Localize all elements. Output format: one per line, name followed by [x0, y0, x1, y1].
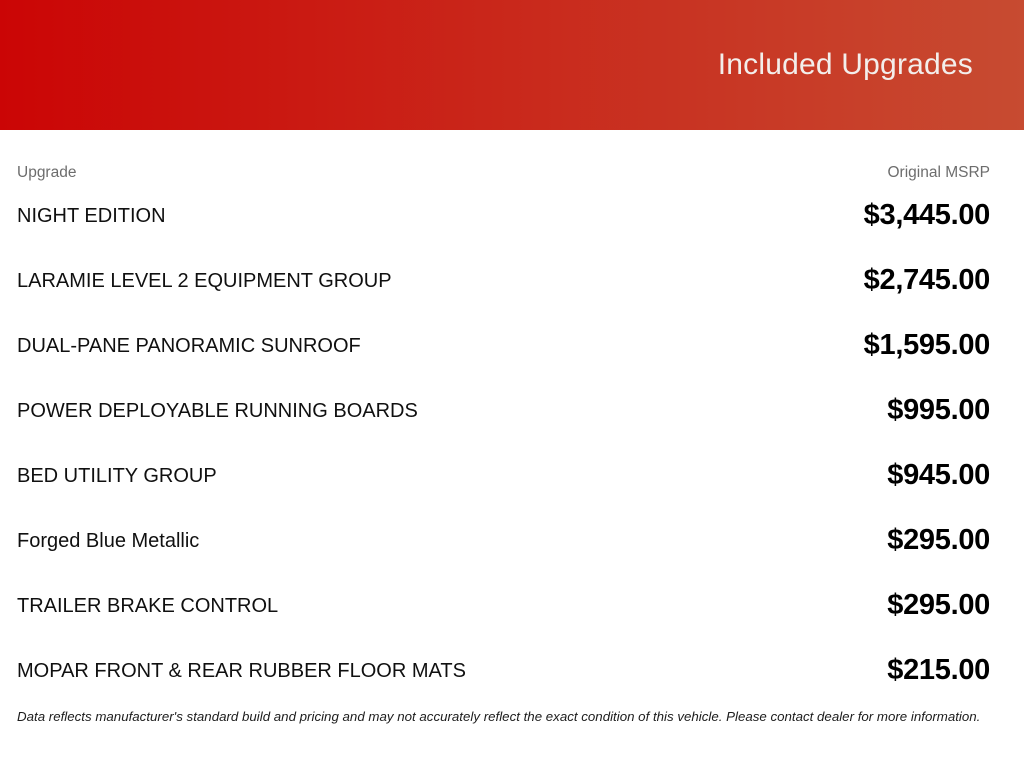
upgrade-price: $295.00 [887, 524, 990, 556]
upgrade-name: LARAMIE LEVEL 2 EQUIPMENT GROUP [17, 269, 392, 292]
upgrade-price: $2,745.00 [863, 264, 991, 296]
column-header-upgrade: Upgrade [17, 164, 77, 182]
upgrade-name: TRAILER BRAKE CONTROL [17, 594, 279, 617]
table-row: NIGHT EDITION $3,445.00 [17, 183, 990, 248]
panel-title: Included Upgrades [717, 48, 973, 81]
table-row: BED UTILITY GROUP $945.00 [17, 443, 990, 508]
table-row: LARAMIE LEVEL 2 EQUIPMENT GROUP $2,745.0… [17, 248, 990, 313]
upgrade-name: DUAL-PANE PANORAMIC SUNROOF [17, 334, 361, 357]
table-row: POWER DEPLOYABLE RUNNING BOARDS $995.00 [17, 378, 990, 443]
panel-header: Included Upgrades [0, 0, 1024, 130]
upgrade-name: NIGHT EDITION [17, 204, 166, 227]
table-row: TRAILER BRAKE CONTROL $295.00 [17, 573, 990, 638]
upgrade-price: $295.00 [887, 589, 990, 621]
upgrades-table: Upgrade Original MSRP NIGHT EDITION $3,4… [0, 130, 1024, 768]
upgrade-price: $215.00 [887, 654, 990, 686]
disclaimer-footnote: Data reflects manufacturer's standard bu… [17, 709, 981, 724]
table-row: Forged Blue Metallic $295.00 [17, 508, 990, 573]
table-column-headers: Upgrade Original MSRP [17, 163, 990, 183]
upgrade-name: POWER DEPLOYABLE RUNNING BOARDS [17, 399, 418, 422]
column-header-msrp: Original MSRP [887, 164, 991, 182]
upgrade-name: BED UTILITY GROUP [17, 464, 217, 487]
table-row: DUAL-PANE PANORAMIC SUNROOF $1,595.00 [17, 313, 990, 378]
table-row: MOPAR FRONT & REAR RUBBER FLOOR MATS $21… [17, 638, 990, 703]
upgrade-price: $945.00 [887, 459, 990, 491]
upgrade-price: $995.00 [887, 394, 990, 426]
upgrade-price: $1,595.00 [863, 329, 991, 361]
upgrade-name: MOPAR FRONT & REAR RUBBER FLOOR MATS [17, 659, 466, 682]
upgrades-list: NIGHT EDITION $3,445.00 LARAMIE LEVEL 2 … [17, 183, 990, 703]
upgrade-price: $3,445.00 [863, 199, 991, 231]
upgrade-name: Forged Blue Metallic [17, 529, 200, 552]
